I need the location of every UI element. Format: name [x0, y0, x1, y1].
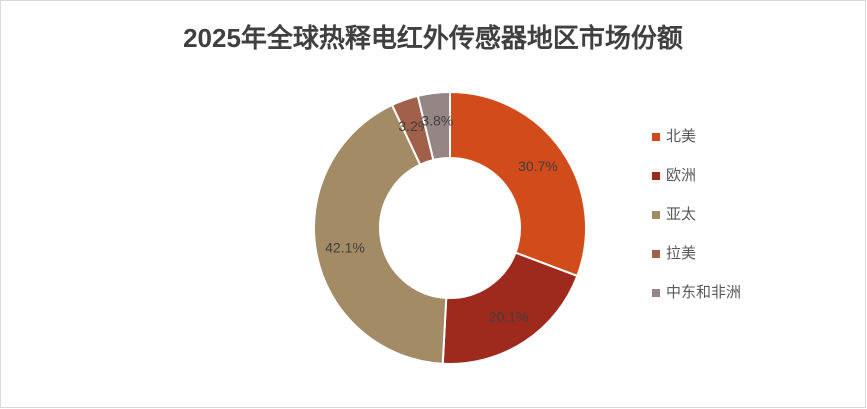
- legend-swatch: [652, 289, 660, 297]
- data-label: 30.7%: [518, 158, 558, 174]
- legend-label: 中东和非洲: [666, 284, 741, 301]
- donut-slice: [416, 90, 451, 162]
- donut-slice: [313, 103, 448, 365]
- data-label: 3.2%: [398, 118, 430, 134]
- legend-swatch: [652, 172, 660, 180]
- donut-slice: [449, 90, 587, 278]
- legend-label: 拉美: [666, 245, 696, 262]
- data-label: 3.8%: [421, 112, 453, 128]
- legend-swatch: [652, 211, 660, 219]
- legend-swatch: [652, 133, 660, 141]
- legend-swatch: [652, 250, 660, 258]
- legend-label: 北美: [666, 128, 696, 145]
- donut-slice: [441, 251, 579, 365]
- legend-label: 欧洲: [666, 167, 696, 184]
- data-label: 42.1%: [325, 239, 365, 255]
- chart-title: 2025年全球热释电红外传感器地区市场份额: [183, 23, 683, 53]
- legend-label: 亚太: [666, 206, 696, 223]
- data-label: 20.1%: [489, 308, 529, 324]
